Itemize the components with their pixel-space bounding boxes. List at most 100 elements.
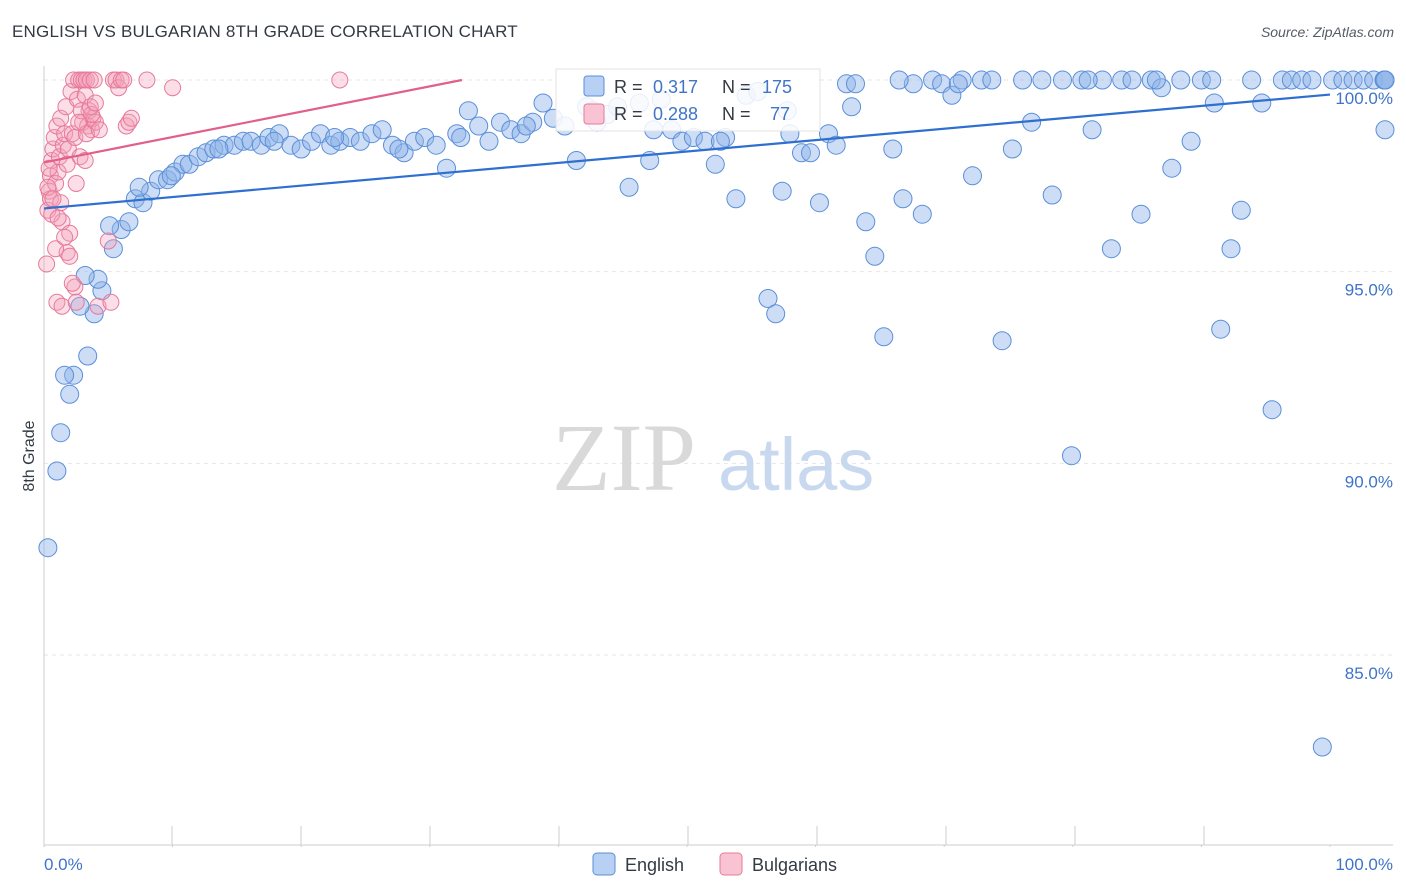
english-point-12 <box>119 212 139 232</box>
stats-n-label-english: N = <box>722 77 751 97</box>
english-point-126 <box>1242 70 1262 90</box>
english-point-39 <box>362 124 382 144</box>
legend-swatch-english <box>592 852 616 876</box>
english-point-81 <box>801 143 820 163</box>
english-point-88 <box>865 246 885 266</box>
stats-n-english: 175 <box>762 77 792 97</box>
bulgarian-point-31 <box>76 152 94 169</box>
english-point-23 <box>204 139 224 159</box>
english-point-108 <box>1062 446 1081 466</box>
english-point-43 <box>404 131 424 151</box>
legend: English Bulgarians <box>592 852 837 876</box>
english-point-99 <box>972 70 991 90</box>
english-point-156 <box>389 139 409 159</box>
stats-r-label-bulgarians: R = <box>614 104 643 124</box>
english-point-133 <box>1312 737 1332 757</box>
english-point-32 <box>291 139 311 159</box>
watermark: ZIP atlas <box>552 404 874 511</box>
bulgarian-point-51 <box>138 71 156 89</box>
watermark-zip: ZIP <box>552 404 696 511</box>
english-point-90 <box>883 139 903 159</box>
english-point-15 <box>141 181 161 201</box>
english-point-101 <box>992 331 1012 351</box>
bulgarian-points <box>38 71 349 315</box>
bulgarian-point-38 <box>85 71 103 89</box>
english-point-149 <box>842 97 862 117</box>
english-point-11 <box>111 220 131 239</box>
english-point-131 <box>1292 70 1312 90</box>
watermark-atlas: atlas <box>718 423 874 506</box>
english-point-78 <box>772 181 792 201</box>
bulgarian-trend-line <box>43 78 463 164</box>
bulgarian-point-52 <box>164 79 182 97</box>
x-tick-label-max: 100.0% <box>1335 855 1393 874</box>
english-point-127 <box>1252 93 1272 113</box>
bulgarian-point-72 <box>67 293 85 311</box>
bulgarian-point-47 <box>115 71 133 89</box>
english-point-52 <box>501 120 521 140</box>
english-point-143 <box>1375 120 1395 140</box>
english-point-123 <box>1211 319 1231 339</box>
english-point-97 <box>952 70 972 90</box>
stats-swatch-english <box>583 75 605 97</box>
legend-label-english: English <box>625 855 684 875</box>
bulgarian-point-53 <box>331 71 349 89</box>
english-point-114 <box>1122 70 1142 90</box>
english-points <box>38 70 1395 757</box>
english-point-89 <box>874 327 894 347</box>
bulgarian-point-68 <box>49 209 67 227</box>
bulgarian-point-64 <box>90 121 108 139</box>
english-point-125 <box>1231 200 1251 220</box>
bulgarian-point-71 <box>63 274 81 292</box>
english-point-87 <box>856 212 876 232</box>
english-point-151 <box>710 131 730 151</box>
y-tick-labels: 100.0% 95.0% 90.0% 85.0% <box>1335 89 1393 683</box>
english-point-92 <box>903 74 923 94</box>
legend-label-bulgarians: Bulgarians <box>752 855 837 875</box>
english-point-82 <box>810 193 829 213</box>
english-point-47 <box>447 124 467 144</box>
english-point-10 <box>103 239 123 259</box>
english-point-115 <box>1131 204 1151 224</box>
y-tick-label-3: 85.0% <box>1345 664 1393 683</box>
english-point-107 <box>1053 70 1072 90</box>
bulgarian-point-55 <box>53 297 71 315</box>
english-point-142 <box>1375 70 1395 90</box>
english-point-28 <box>251 135 271 155</box>
english-point-54 <box>523 112 543 132</box>
english-point-3 <box>60 384 80 404</box>
english-point-144 <box>1204 93 1224 113</box>
english-point-134 <box>1323 70 1343 90</box>
english-point-27 <box>241 131 261 151</box>
english-point-73 <box>726 189 746 209</box>
english-point-154 <box>516 116 536 136</box>
english-point-40 <box>372 120 392 140</box>
english-point-160 <box>161 166 181 186</box>
x-tick-label-min: 0.0% <box>44 855 83 874</box>
english-point-157 <box>325 128 345 147</box>
english-point-128 <box>1262 400 1282 420</box>
english-point-137 <box>1353 70 1373 90</box>
english-point-93 <box>912 204 932 224</box>
stats-r-bulgarians: 0.288 <box>653 104 698 124</box>
y-axis-title: 8th Grade <box>21 420 38 491</box>
bulgarian-point-39 <box>86 113 104 131</box>
english-point-100 <box>982 70 1002 90</box>
bulgarian-point-50 <box>122 109 140 127</box>
english-point-158 <box>264 131 284 151</box>
english-point-148 <box>889 70 909 90</box>
bulgarian-point-0 <box>38 255 56 273</box>
bulgarian-point-67 <box>44 190 62 208</box>
english-point-55 <box>533 93 553 113</box>
english-point-121 <box>1191 70 1211 90</box>
english-point-41 <box>383 135 402 155</box>
english-point-124 <box>1221 239 1241 259</box>
english-point-45 <box>426 135 446 155</box>
english-point-106 <box>1042 185 1062 205</box>
english-point-36 <box>330 131 350 151</box>
legend-swatch-bulgarians <box>719 852 743 876</box>
english-point-71 <box>705 154 725 174</box>
stats-n-bulgarians: 77 <box>770 104 790 124</box>
stats-swatch-bulgarians <box>583 103 605 125</box>
